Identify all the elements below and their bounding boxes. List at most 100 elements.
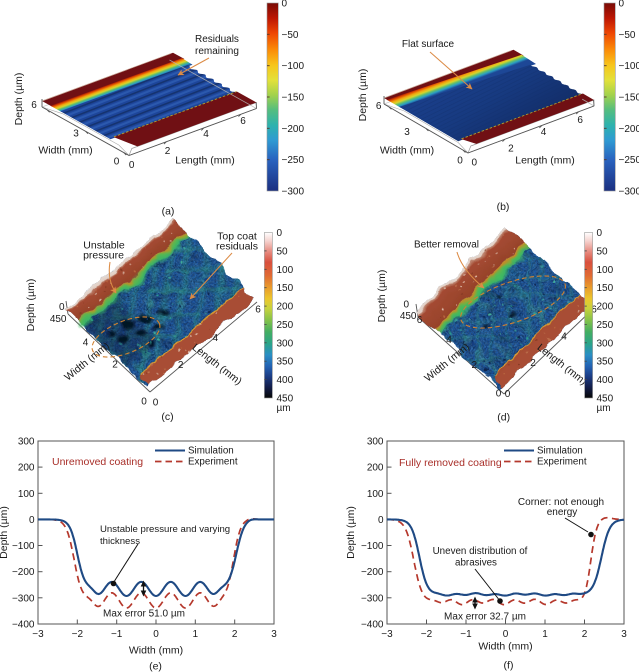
svg-text:2: 2 bbox=[472, 360, 478, 371]
svg-text:−300: −300 bbox=[282, 187, 305, 198]
svg-text:−50: −50 bbox=[282, 30, 299, 41]
svg-text:(a): (a) bbox=[162, 206, 175, 218]
svg-text:Simulation: Simulation bbox=[537, 446, 583, 457]
svg-text:−200: −200 bbox=[619, 124, 639, 135]
svg-text:2: 2 bbox=[582, 629, 588, 640]
svg-text:−150: −150 bbox=[282, 93, 305, 104]
svg-text:Unstable: Unstable bbox=[83, 240, 125, 252]
svg-text:−50: −50 bbox=[619, 30, 636, 41]
svg-text:Unremoved coating: Unremoved coating bbox=[52, 456, 143, 468]
svg-text:Length (mm): Length (mm) bbox=[175, 155, 235, 167]
svg-text:−1: −1 bbox=[460, 629, 472, 640]
svg-text:Corner: not enough: Corner: not enough bbox=[518, 497, 604, 508]
svg-text:350: 350 bbox=[597, 357, 614, 368]
svg-text:3: 3 bbox=[404, 127, 410, 138]
svg-text:350: 350 bbox=[277, 357, 294, 368]
svg-text:Max error 51.0 µm: Max error 51.0 µm bbox=[103, 609, 185, 620]
svg-text:0: 0 bbox=[153, 398, 159, 409]
svg-text:0: 0 bbox=[59, 302, 65, 313]
svg-text:−200: −200 bbox=[282, 124, 305, 135]
svg-text:Depth (µm): Depth (µm) bbox=[376, 270, 388, 323]
svg-text:200: 200 bbox=[277, 302, 294, 313]
svg-text:−1: −1 bbox=[111, 629, 123, 640]
svg-text:−400: −400 bbox=[361, 619, 384, 630]
svg-text:100: 100 bbox=[367, 489, 384, 500]
svg-text:Depth (µm): Depth (µm) bbox=[0, 506, 10, 559]
svg-text:250: 250 bbox=[597, 320, 614, 331]
svg-text:−100: −100 bbox=[619, 61, 639, 72]
svg-text:remaining: remaining bbox=[195, 46, 239, 57]
svg-text:−2: −2 bbox=[421, 629, 433, 640]
svg-text:100: 100 bbox=[18, 489, 35, 500]
svg-text:−200: −200 bbox=[12, 567, 35, 578]
svg-text:−100: −100 bbox=[361, 541, 384, 552]
svg-text:300: 300 bbox=[18, 436, 35, 447]
svg-text:0: 0 bbox=[619, 0, 625, 10]
svg-text:2: 2 bbox=[112, 360, 118, 371]
svg-text:400: 400 bbox=[597, 375, 614, 386]
svg-text:−2: −2 bbox=[72, 629, 84, 640]
svg-text:Width (mm): Width (mm) bbox=[38, 145, 92, 157]
svg-text:0: 0 bbox=[505, 389, 511, 400]
svg-text:0: 0 bbox=[141, 397, 147, 408]
svg-text:150: 150 bbox=[597, 283, 614, 294]
svg-text:100: 100 bbox=[277, 265, 294, 276]
svg-text:4: 4 bbox=[446, 335, 452, 346]
svg-text:0: 0 bbox=[457, 156, 463, 167]
svg-text:450: 450 bbox=[277, 394, 294, 405]
svg-text:4: 4 bbox=[213, 333, 219, 344]
svg-text:Width (mm): Width (mm) bbox=[478, 641, 532, 653]
svg-text:−3: −3 bbox=[381, 629, 393, 640]
svg-text:Unstable pressure and varying: Unstable pressure and varying bbox=[100, 524, 230, 535]
svg-text:300: 300 bbox=[597, 338, 614, 349]
svg-text:50: 50 bbox=[277, 246, 289, 257]
svg-text:(d): (d) bbox=[497, 412, 510, 424]
svg-text:4: 4 bbox=[203, 129, 209, 140]
svg-text:(b): (b) bbox=[497, 201, 510, 213]
svg-text:200: 200 bbox=[597, 302, 614, 313]
svg-text:2: 2 bbox=[530, 358, 536, 369]
svg-text:4: 4 bbox=[83, 338, 89, 349]
svg-text:−200: −200 bbox=[361, 567, 384, 578]
svg-text:6: 6 bbox=[376, 101, 382, 112]
svg-text:2: 2 bbox=[232, 629, 238, 640]
svg-text:Width (mm): Width (mm) bbox=[129, 645, 183, 657]
svg-text:1: 1 bbox=[193, 629, 199, 640]
svg-text:energy: energy bbox=[547, 507, 578, 518]
svg-text:2: 2 bbox=[178, 360, 184, 371]
svg-text:6: 6 bbox=[577, 115, 583, 126]
svg-text:100: 100 bbox=[597, 265, 614, 276]
svg-text:0: 0 bbox=[378, 515, 384, 526]
svg-text:−300: −300 bbox=[361, 593, 384, 604]
svg-text:300: 300 bbox=[367, 436, 384, 447]
svg-text:−150: −150 bbox=[619, 93, 639, 104]
svg-text:Uneven distribution of: Uneven distribution of bbox=[433, 546, 528, 557]
svg-text:6: 6 bbox=[240, 116, 246, 127]
svg-text:2: 2 bbox=[508, 144, 514, 155]
svg-text:Experiment: Experiment bbox=[537, 457, 587, 468]
svg-text:(f): (f) bbox=[504, 660, 514, 672]
svg-text:−250: −250 bbox=[282, 155, 305, 166]
svg-text:200: 200 bbox=[18, 463, 35, 474]
svg-text:0: 0 bbox=[403, 300, 409, 311]
svg-text:Max error 32.7 µm: Max error 32.7 µm bbox=[444, 612, 526, 623]
svg-text:Experiment: Experiment bbox=[188, 457, 238, 468]
svg-text:Top coat: Top coat bbox=[217, 231, 257, 243]
svg-text:0: 0 bbox=[597, 228, 603, 239]
svg-text:300: 300 bbox=[277, 338, 294, 349]
svg-text:3: 3 bbox=[271, 629, 277, 640]
svg-text:0: 0 bbox=[29, 515, 35, 526]
svg-text:3: 3 bbox=[621, 629, 627, 640]
svg-text:1: 1 bbox=[542, 629, 548, 640]
svg-text:−100: −100 bbox=[282, 61, 305, 72]
svg-text:150: 150 bbox=[277, 283, 294, 294]
svg-text:0: 0 bbox=[496, 389, 502, 400]
svg-text:3: 3 bbox=[73, 129, 79, 140]
svg-text:50: 50 bbox=[597, 246, 609, 257]
svg-text:6: 6 bbox=[31, 100, 37, 111]
svg-text:Depth (µm): Depth (µm) bbox=[13, 73, 25, 126]
svg-text:6: 6 bbox=[255, 305, 261, 316]
svg-text:400: 400 bbox=[277, 375, 294, 386]
svg-text:6: 6 bbox=[417, 315, 423, 326]
svg-text:0: 0 bbox=[277, 228, 283, 239]
